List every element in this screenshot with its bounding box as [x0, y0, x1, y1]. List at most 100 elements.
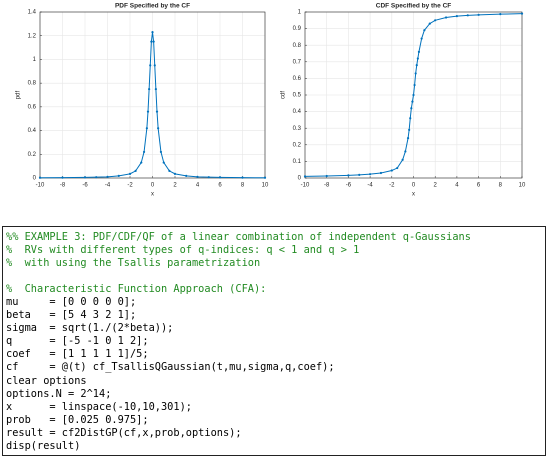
data-point: [106, 175, 109, 178]
data-point: [140, 161, 143, 164]
code-line: result = cf2DistGP(cf,x,prob,options);: [6, 426, 242, 439]
x-tick-label: -8: [324, 183, 330, 189]
y-axis-label: pdf: [16, 90, 22, 99]
data-point: [173, 172, 177, 175]
data-point: [414, 72, 417, 75]
data-point: [155, 110, 159, 113]
y-tick-label: 0.8: [293, 43, 302, 49]
data-point: [401, 158, 404, 161]
data-point: [303, 175, 307, 178]
data-point: [128, 172, 132, 175]
data-point: [153, 64, 156, 67]
data-point: [396, 166, 399, 170]
data-point: [466, 14, 469, 17]
code-line: prob = [0.025 0.975];: [6, 413, 149, 426]
x-tick-label: 10: [519, 183, 526, 189]
y-tick-label: 1: [298, 10, 302, 16]
data-point: [134, 169, 137, 172]
y-tick-label: 0.6: [293, 76, 302, 82]
code-line: mu = [0 0 0 0 0];: [6, 296, 137, 309]
y-tick-label: 0.8: [28, 81, 37, 87]
x-tick-label: 6: [218, 183, 222, 189]
x-axis-label: x: [412, 192, 415, 198]
data-point: [148, 87, 151, 91]
x-tick-label: 6: [477, 183, 481, 189]
code-line: sigma = sqrt(1./(2*beta));: [6, 322, 174, 335]
data-point: [408, 128, 411, 131]
x-tick-label: -10: [301, 183, 310, 189]
x-tick-label: -6: [82, 183, 88, 189]
data-point: [151, 31, 154, 34]
code-line: q = [-5 -1 0 1 2];: [6, 335, 149, 348]
code-line: coef = [1 1 1 1 1]/5;: [6, 348, 149, 361]
x-tick-label: 8: [241, 183, 245, 189]
data-point: [168, 169, 171, 172]
data-point: [150, 40, 153, 43]
data-point: [404, 150, 407, 153]
data-point: [241, 176, 244, 179]
x-axis-label: x: [151, 192, 154, 198]
data-point: [410, 107, 413, 110]
data-point: [423, 29, 426, 32]
data-point: [325, 174, 328, 178]
data-point: [417, 50, 421, 53]
data-point: [406, 137, 410, 140]
y-tick-label: 0.3: [293, 126, 302, 132]
data-point: [415, 64, 418, 67]
data-point: [413, 83, 416, 87]
data-point: [420, 37, 423, 40]
x-tick-label: 2: [434, 183, 438, 189]
y-tick-label: 0.9: [293, 26, 302, 32]
data-point: [152, 40, 155, 43]
x-tick-label: 4: [196, 183, 200, 189]
y-tick-label: 1.2: [28, 33, 37, 39]
data-point: [434, 19, 437, 22]
data-point: [38, 176, 42, 179]
x-tick-label: -10: [36, 183, 45, 189]
code-line: beta = [5 4 3 2 1];: [6, 309, 137, 322]
x-tick-label: 2: [173, 183, 177, 189]
y-tick-label: 0.5: [293, 93, 302, 99]
blank-line: [6, 270, 542, 283]
data-point: [477, 13, 480, 16]
y-tick-label: 1: [33, 57, 37, 63]
x-tick-label: -4: [105, 183, 111, 189]
data-point: [95, 176, 98, 179]
x-tick-label: -4: [367, 183, 373, 189]
data-point: [154, 87, 157, 91]
code-line: % with using the Tsallis parametrization: [6, 257, 261, 270]
data-point: [379, 171, 383, 175]
x-tick-label: -6: [346, 183, 352, 189]
code-line: %% EXAMPLE 3: PDF/CDF/QF of a linear com…: [6, 231, 471, 243]
x-tick-label: 0: [151, 183, 155, 189]
data-point: [61, 176, 64, 179]
data-point: [416, 57, 419, 60]
data-point: [207, 176, 210, 179]
x-tick-label: -2: [127, 183, 133, 189]
data-point: [157, 127, 160, 130]
y-tick-label: 0: [33, 176, 37, 182]
code-line: x = linspace(-10,10,301);: [6, 400, 192, 413]
code-line: options.N = 2^14;: [6, 387, 112, 400]
data-point: [412, 93, 415, 97]
axes-box: [304, 11, 523, 179]
x-tick-label: 8: [499, 183, 503, 189]
data-point: [145, 127, 148, 130]
data-point: [358, 173, 361, 176]
data-point: [455, 15, 458, 18]
data-point: [411, 100, 414, 103]
y-tick-label: 0.2: [28, 152, 37, 158]
data-point: [520, 12, 524, 15]
data-point: [196, 175, 199, 178]
axes-box: [39, 11, 266, 179]
charts: -10 -8 -6 -4 -2 0 2 4 6 8 1000.20.40.60.811.21.4PD…: [16, 3, 526, 198]
y-tick-label: 0.4: [293, 109, 302, 115]
y-axis-label: cdf: [281, 91, 287, 99]
data-point: [390, 169, 393, 172]
data-point: [409, 117, 412, 120]
x-tick-label: -8: [60, 183, 66, 189]
code-block: %% EXAMPLE 3: PDF/CDF/QF of a linear com…: [2, 226, 546, 456]
data-point: [428, 22, 431, 25]
code-line: % RVs with different types of q-indices:…: [6, 244, 360, 257]
